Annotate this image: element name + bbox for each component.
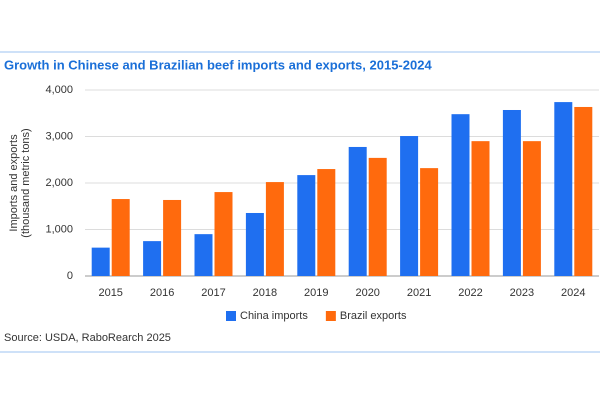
bar — [348, 146, 367, 276]
bar — [400, 136, 419, 276]
source: Source: USDA, RaboRearch 2025 — [4, 332, 171, 344]
bar — [502, 109, 521, 277]
bar — [91, 247, 110, 276]
bar — [163, 199, 182, 276]
chart-title: Growth in Chinese and Brazilian beef imp… — [4, 57, 432, 72]
x-tick-label: 2022 — [458, 287, 482, 299]
bar — [574, 106, 593, 276]
y-tick-label: 0 — [67, 270, 73, 282]
y-tick-label: 2,000 — [45, 177, 73, 189]
x-tick-label: 2023 — [510, 287, 534, 299]
x-tick-label: 2021 — [407, 287, 431, 299]
y-axis-label: (thousand metric tons) — [20, 128, 32, 237]
bar — [471, 141, 490, 276]
y-tick-label: 4,000 — [45, 84, 73, 96]
x-tick-label: 2017 — [201, 287, 225, 299]
bar — [420, 168, 439, 276]
bar — [368, 157, 387, 276]
bar — [265, 182, 284, 276]
bar — [554, 102, 573, 276]
y-tick-label: 3,000 — [45, 130, 73, 142]
bar — [143, 241, 162, 276]
legend-label: China imports — [240, 310, 308, 322]
bar — [522, 141, 541, 276]
legend-swatch — [325, 311, 336, 321]
bar — [297, 175, 316, 276]
y-tick-label: 1,000 — [45, 223, 73, 235]
x-tick-label: 2024 — [561, 287, 585, 299]
bar — [245, 212, 264, 276]
x-tick-label: 2015 — [98, 287, 122, 299]
bar — [111, 199, 130, 276]
bar — [451, 114, 470, 277]
x-tick-label: 2019 — [304, 287, 328, 299]
bar — [194, 234, 213, 276]
legend-label: Brazil exports — [340, 310, 407, 322]
y-axis-label: Imports and exports — [8, 134, 20, 232]
x-tick-label: 2020 — [355, 287, 379, 299]
bar — [214, 192, 233, 276]
x-tick-label: 2018 — [253, 287, 277, 299]
x-tick-label: 2016 — [150, 287, 174, 299]
legend-swatch — [226, 311, 236, 321]
bar — [317, 169, 336, 276]
